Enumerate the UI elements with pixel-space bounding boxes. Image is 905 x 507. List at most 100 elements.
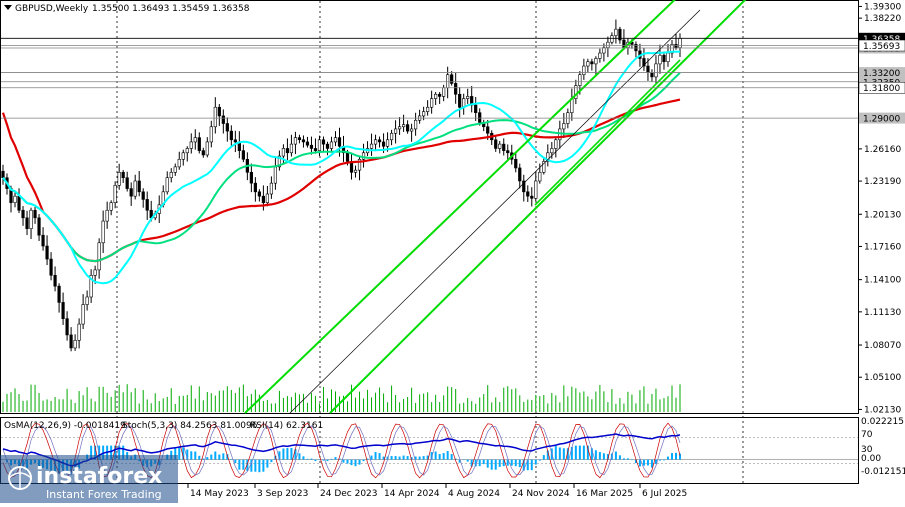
candle-body-17 bbox=[69, 334, 73, 349]
candle-body-33 bbox=[133, 180, 137, 197]
price-tick-label-10: 1.14100 bbox=[864, 276, 901, 286]
candle-body-46 bbox=[185, 148, 189, 154]
candle-body-79 bbox=[317, 139, 322, 151]
header-triangle-icon bbox=[4, 5, 12, 10]
candle-body-84 bbox=[337, 137, 342, 147]
candle-body-67 bbox=[269, 182, 273, 195]
date-label-6: 16 Mar 2025 bbox=[576, 489, 633, 499]
date-label-4: 4 Aug 2024 bbox=[448, 489, 500, 499]
date-axis: 14 May 2023 3 Sep 2023 24 Dec 2023 14 Apr 2… bbox=[187, 484, 687, 499]
candle-body-63 bbox=[253, 182, 257, 193]
brand-tagline: Instant Forex Trading bbox=[46, 488, 162, 501]
price-tick-label-13: 1.05100 bbox=[864, 373, 901, 383]
channel-inner-line bbox=[534, 59, 681, 206]
price-tick-label-12: 1.08070 bbox=[864, 341, 901, 351]
candle-body-52 bbox=[209, 126, 213, 143]
candle-body-57 bbox=[229, 130, 233, 141]
candle-body-145 bbox=[582, 65, 586, 76]
candle-body-111 bbox=[446, 74, 450, 89]
candle-body-102 bbox=[410, 128, 414, 132]
candle-body-95 bbox=[381, 141, 386, 147]
candle-body-92 bbox=[369, 143, 374, 149]
candle-body-43 bbox=[173, 166, 177, 173]
candle-body-77 bbox=[309, 144, 314, 149]
candle-body-130 bbox=[522, 180, 526, 193]
date-label-2: 24 Dec 2023 bbox=[320, 489, 378, 499]
candle-body-82 bbox=[329, 141, 334, 149]
candle-body-152 bbox=[610, 35, 614, 43]
candle-body-99 bbox=[397, 126, 402, 130]
candle-body-143 bbox=[574, 85, 578, 99]
candle-body-103 bbox=[414, 119, 418, 130]
candle-body-86 bbox=[345, 152, 350, 162]
indicator-plot-frame bbox=[0, 417, 859, 484]
candle-body-4 bbox=[17, 195, 21, 211]
candle-body-36 bbox=[145, 199, 149, 211]
candle-body-30 bbox=[121, 172, 125, 179]
candle-body-100 bbox=[401, 124, 406, 128]
candle-body-26 bbox=[105, 209, 109, 222]
candle-body-10 bbox=[41, 234, 45, 247]
candle-body-15 bbox=[61, 302, 65, 319]
stoch-label: Stoch(5,3,3) 84.2563 81.0096 bbox=[122, 421, 258, 431]
candle-body-3 bbox=[13, 195, 17, 203]
price-tick-label-1: 1.38220 bbox=[864, 14, 901, 24]
price-tag-label-6: 1.29000 bbox=[863, 115, 900, 125]
candle-layer bbox=[1, 19, 682, 352]
price-tick-label-6: 1.26160 bbox=[864, 145, 901, 155]
price-tag-bg-3 bbox=[859, 67, 905, 79]
candle-body-14 bbox=[57, 285, 61, 303]
ind-scale-label-0: 0.0222151 bbox=[861, 417, 905, 427]
date-label-3: 14 Apr 2024 bbox=[384, 489, 440, 499]
candle-body-138 bbox=[554, 139, 558, 149]
candle-body-140 bbox=[562, 123, 566, 130]
candle-body-149 bbox=[598, 52, 602, 59]
candle-body-129 bbox=[518, 167, 522, 182]
candle-body-125 bbox=[502, 143, 506, 151]
date-label-7: 6 Jul 2025 bbox=[642, 489, 687, 499]
price-tag-bg-2 bbox=[858, 39, 905, 52]
indicator-header: OsMA(12,26,9) -0.0018419 Stoch(5,3,3) 84… bbox=[4, 421, 323, 431]
price-tag-bg-6 bbox=[859, 112, 905, 124]
candle-body-124 bbox=[498, 143, 502, 149]
candle-body-107 bbox=[430, 98, 434, 108]
volume-layer bbox=[2, 384, 681, 412]
candle-body-45 bbox=[181, 152, 185, 160]
price-tick-label-14: 1.02130 bbox=[864, 405, 901, 415]
candle-body-123 bbox=[494, 139, 498, 149]
candle-body-135 bbox=[542, 161, 546, 173]
candle-body-134 bbox=[538, 172, 542, 182]
candle-body-56 bbox=[225, 123, 229, 132]
candle-body-6 bbox=[25, 217, 29, 229]
candle-body-112 bbox=[450, 74, 454, 84]
candle-body-44 bbox=[177, 158, 181, 168]
candle-body-151 bbox=[606, 41, 610, 48]
ema-50-line bbox=[2, 50, 681, 285]
candle-body-32 bbox=[129, 188, 133, 197]
candle-body-0 bbox=[1, 170, 5, 179]
candle-body-148 bbox=[594, 58, 598, 65]
candle-body-5 bbox=[21, 209, 25, 219]
candle-body-9 bbox=[37, 217, 41, 236]
rsi-label: RSI(14) 62.3161 bbox=[250, 421, 323, 431]
candle-body-54 bbox=[217, 106, 221, 117]
candle-body-168 bbox=[674, 44, 678, 48]
candle-body-58 bbox=[233, 139, 237, 143]
candle-body-96 bbox=[385, 139, 390, 147]
candle-body-27 bbox=[109, 202, 113, 211]
channel-mid-line bbox=[289, 9, 701, 414]
candle-body-167 bbox=[670, 44, 674, 54]
candle-body-41 bbox=[165, 177, 169, 193]
candle-body-11 bbox=[45, 245, 49, 260]
channel-upper-line bbox=[244, 0, 676, 414]
candle-body-13 bbox=[53, 275, 57, 287]
candle-body-68 bbox=[273, 166, 278, 184]
candle-body-110 bbox=[442, 87, 446, 97]
candle-body-163 bbox=[654, 63, 658, 78]
candle-body-23 bbox=[93, 269, 97, 276]
header-symbol: GBPUSD,Weekly bbox=[15, 4, 89, 14]
candle-body-161 bbox=[646, 65, 650, 73]
candle-body-158 bbox=[634, 44, 638, 52]
